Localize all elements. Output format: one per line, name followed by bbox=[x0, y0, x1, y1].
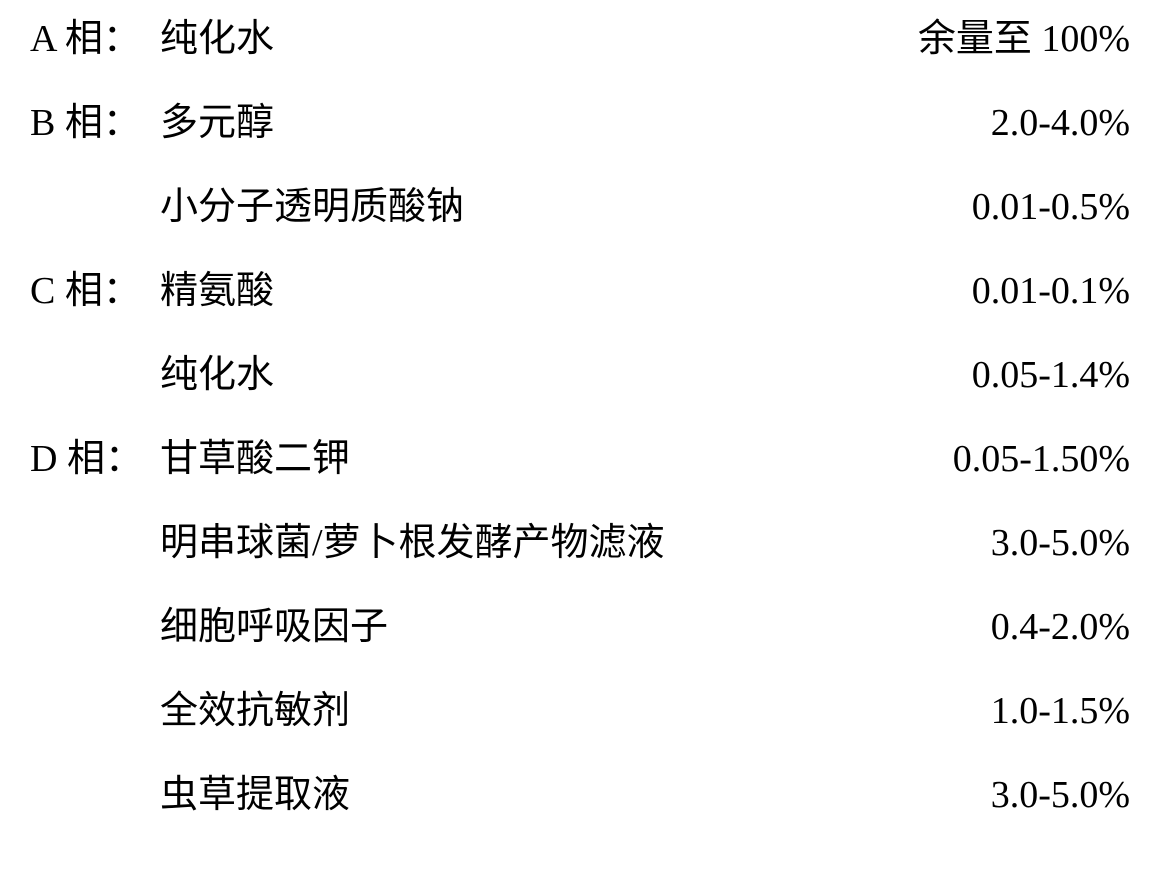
ingredient-name: 甘草酸二钾 bbox=[160, 440, 350, 478]
ingredient-name: 纯化水 bbox=[160, 356, 274, 394]
table-row: 小分子透明质酸钠 0.01-0.5% bbox=[30, 188, 1140, 226]
value-cell: 0.05-1.50% bbox=[953, 440, 1140, 478]
value-cell: 0.05-1.4% bbox=[972, 356, 1140, 394]
ingredient-name: 多元醇 bbox=[160, 104, 274, 142]
table-row: 全效抗敏剂 1.0-1.5% bbox=[30, 692, 1140, 730]
table-row: 虫草提取液 3.0-5.0% bbox=[30, 776, 1140, 814]
value-cell: 2.0-4.0% bbox=[991, 104, 1140, 142]
table-row: B 相： 多元醇 2.0-4.0% bbox=[30, 104, 1140, 142]
left-column: C 相： 精氨酸 bbox=[30, 272, 274, 310]
ingredient-name: 全效抗敏剂 bbox=[160, 692, 350, 730]
ingredient-name: 精氨酸 bbox=[160, 272, 274, 310]
value-cell: 余量至 100% bbox=[918, 20, 1140, 58]
value-cell: 3.0-5.0% bbox=[991, 524, 1140, 562]
table-row: 明串球菌/萝卜根发酵产物滤液 3.0-5.0% bbox=[30, 524, 1140, 562]
table-row: D 相： 甘草酸二钾 0.05-1.50% bbox=[30, 440, 1140, 478]
phase-label: D 相： bbox=[30, 440, 160, 478]
left-column: 小分子透明质酸钠 bbox=[30, 188, 464, 226]
ingredient-name: 虫草提取液 bbox=[160, 776, 350, 814]
left-column: 明串球菌/萝卜根发酵产物滤液 bbox=[30, 524, 665, 562]
phase-label: A 相： bbox=[30, 20, 160, 58]
table-row: 细胞呼吸因子 0.4-2.0% bbox=[30, 608, 1140, 646]
phase-label: C 相： bbox=[30, 272, 160, 310]
left-column: A 相： 纯化水 bbox=[30, 20, 274, 58]
value-cell: 0.4-2.0% bbox=[991, 608, 1140, 646]
ingredient-name: 小分子透明质酸钠 bbox=[160, 188, 464, 226]
table-row: 纯化水 0.05-1.4% bbox=[30, 356, 1140, 394]
value-cell: 1.0-1.5% bbox=[991, 692, 1140, 730]
left-column: 纯化水 bbox=[30, 356, 274, 394]
ingredient-name: 纯化水 bbox=[160, 20, 274, 58]
left-column: 细胞呼吸因子 bbox=[30, 608, 388, 646]
ingredient-name: 细胞呼吸因子 bbox=[160, 608, 388, 646]
left-column: 全效抗敏剂 bbox=[30, 692, 350, 730]
left-column: D 相： 甘草酸二钾 bbox=[30, 440, 350, 478]
value-cell: 0.01-0.1% bbox=[972, 272, 1140, 310]
phase-label: B 相： bbox=[30, 104, 160, 142]
table-row: A 相： 纯化水 余量至 100% bbox=[30, 20, 1140, 58]
value-cell: 3.0-5.0% bbox=[991, 776, 1140, 814]
left-column: 虫草提取液 bbox=[30, 776, 350, 814]
value-cell: 0.01-0.5% bbox=[972, 188, 1140, 226]
ingredient-name: 明串球菌/萝卜根发酵产物滤液 bbox=[160, 524, 665, 562]
table-row: C 相： 精氨酸 0.01-0.1% bbox=[30, 272, 1140, 310]
left-column: B 相： 多元醇 bbox=[30, 104, 274, 142]
